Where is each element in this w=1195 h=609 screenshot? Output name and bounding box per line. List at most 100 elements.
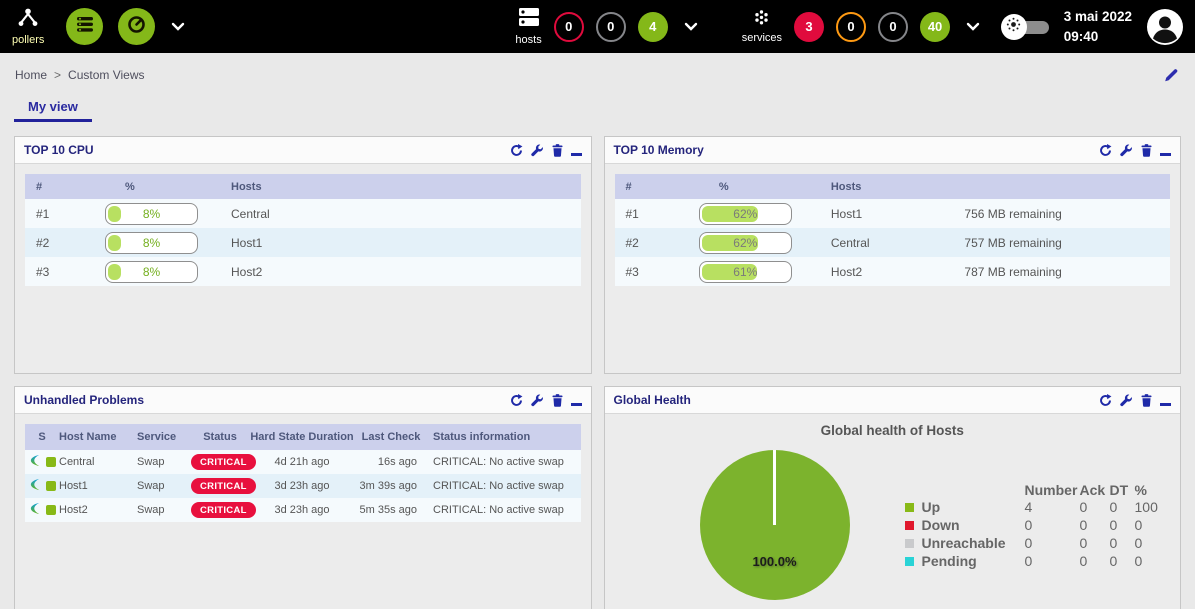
cpu-usage-bar: 8% [105,260,198,283]
legend-row: Pending 0 0 0 0 [904,552,1175,570]
centreon-logo-icon[interactable] [29,502,42,518]
delete-trash-icon[interactable] [551,143,563,157]
refresh-icon[interactable] [1099,143,1112,157]
memory-usage-bar: 62% [698,202,792,225]
clock-date: 3 mai 2022 [1063,8,1132,24]
services-status-menu[interactable]: services [741,9,783,44]
status-info-cell: CRITICAL: No active swap [433,504,564,516]
settings-wrench-icon[interactable] [1120,144,1133,157]
minimize-icon[interactable] [1160,403,1171,406]
delete-trash-icon[interactable] [1141,393,1152,407]
widget-title: TOP 10 Memory [613,143,704,157]
status-info-cell: CRITICAL: No active swap [433,480,564,492]
hosts-health-pie[interactable] [699,450,850,600]
hosts-down-counter[interactable]: 0 [553,11,584,42]
service-cell[interactable]: Swap [137,504,165,516]
settings-wrench-icon[interactable] [530,144,544,157]
host-cell[interactable]: Host2 [231,264,263,279]
legend-column-dt: DT [1109,482,1129,498]
server-list-button[interactable] [66,8,104,45]
legend-column-percent: % [1134,482,1147,498]
theme-toggle[interactable] [1000,13,1049,40]
settings-wrench-icon[interactable] [1120,394,1133,407]
services-critical-counter[interactable]: 3 [794,11,825,42]
host-name-cell[interactable]: Host1 [59,480,88,492]
column-status: Status [191,424,249,450]
service-cell[interactable]: Swap [137,456,165,468]
services-label: services [741,31,783,44]
cpu-usage-bar: 8% [105,202,198,225]
hosts-status-menu[interactable]: hosts [515,7,542,46]
pollers-label: pollers [12,33,45,46]
light-mode-sun-icon [1006,17,1021,37]
host-name-cell[interactable]: Central [59,456,95,468]
legend-header-row: Number Ack DT % [905,482,1175,498]
widget-global-health: Global Health Global health of Hosts 100… [603,386,1181,609]
edit-view-pencil-icon[interactable] [1163,67,1179,83]
table-header-row: # % Hosts [614,174,1170,199]
centreon-logo-icon[interactable] [29,478,42,494]
host-cell[interactable]: Central [231,206,270,221]
hosts-chevron-down-icon[interactable] [684,22,698,31]
status-badge: CRITICAL [191,454,256,470]
delete-trash-icon[interactable] [1141,143,1152,157]
breadcrumb-custom-views[interactable]: Custom Views [68,68,145,82]
widget-header: Unhandled Problems [15,387,591,414]
host-cell[interactable]: Host1 [830,206,863,221]
host-cell[interactable]: Host1 [231,235,263,250]
tab-my-view[interactable]: My view [14,95,92,122]
settings-wrench-icon[interactable] [530,394,544,407]
gauge-button[interactable] [118,8,156,45]
centreon-logo-icon[interactable] [29,454,42,470]
widget-title: Global Health [613,393,691,407]
host-cell[interactable]: Host2 [830,264,863,279]
services-unknown-counter[interactable]: 0 [878,11,909,42]
widget-top-10-cpu: TOP 10 CPU # % Hosts #1 8% Central [14,136,592,374]
breadcrumb-home[interactable]: Home [15,68,48,82]
delete-trash-icon[interactable] [551,393,563,407]
legend-label: Up [921,499,941,515]
service-cell[interactable]: Swap [137,480,165,492]
host-up-status-icon [45,457,56,467]
host-name-cell[interactable]: Host2 [59,504,88,516]
rank-cell: #1 [625,206,639,221]
minimize-icon[interactable] [1160,153,1171,156]
refresh-icon[interactable] [1099,393,1112,407]
minimize-icon[interactable] [570,153,582,156]
breadcrumb-separator: > [54,68,62,82]
column-s: S [25,424,59,450]
host-up-status-icon [45,481,56,491]
services-warning-counter[interactable]: 0 [836,11,867,42]
minimize-icon[interactable] [570,403,582,406]
user-avatar[interactable] [1147,8,1183,45]
services-ok-counter[interactable]: 40 [920,11,951,42]
services-chevron-down-icon[interactable] [966,22,980,31]
poller-menu-chevron-down-icon[interactable] [171,22,185,31]
table-row: #2 62% Central 757 MB remaining [614,228,1170,257]
hosts-icon [518,7,540,32]
legend-row: Down 0 0 0 0 [904,516,1175,534]
column-status-information: Status information [427,424,581,450]
last-check-cell: 5m 35s ago [359,504,417,516]
pie-percentage-label: 100.0% [752,554,797,569]
refresh-icon[interactable] [510,393,523,407]
column-rank: # [25,174,105,199]
gauge-icon [127,15,146,39]
refresh-icon[interactable] [510,143,523,157]
global-health-chart: Global health of Hosts 100.0% Number Ack… [605,414,1181,609]
toggle-knob [1000,13,1027,40]
pollers-menu[interactable]: pollers [12,8,44,46]
host-cell[interactable]: Central [830,235,870,250]
column-hosts: Hosts [816,174,965,199]
table-header-row: S Host Name Service Status Hard State Du… [25,424,581,450]
legend-row: Unreachable 0 0 0 0 [904,534,1175,552]
table-row: Host2 Swap CRITICAL 3d 23h ago 5m 35s ag… [25,498,581,522]
hosts-up-counter[interactable]: 4 [637,11,668,42]
widget-header: TOP 10 Memory [604,137,1180,164]
hosts-unreachable-counter[interactable]: 0 [595,11,626,42]
remaining-cell: 757 MB remaining [964,235,1062,250]
widget-title: TOP 10 CPU [24,143,94,157]
duration-cell: 3d 23h ago [274,480,330,492]
last-check-cell: 3m 39s ago [359,480,417,492]
memory-usage-bar: 61% [698,260,792,283]
